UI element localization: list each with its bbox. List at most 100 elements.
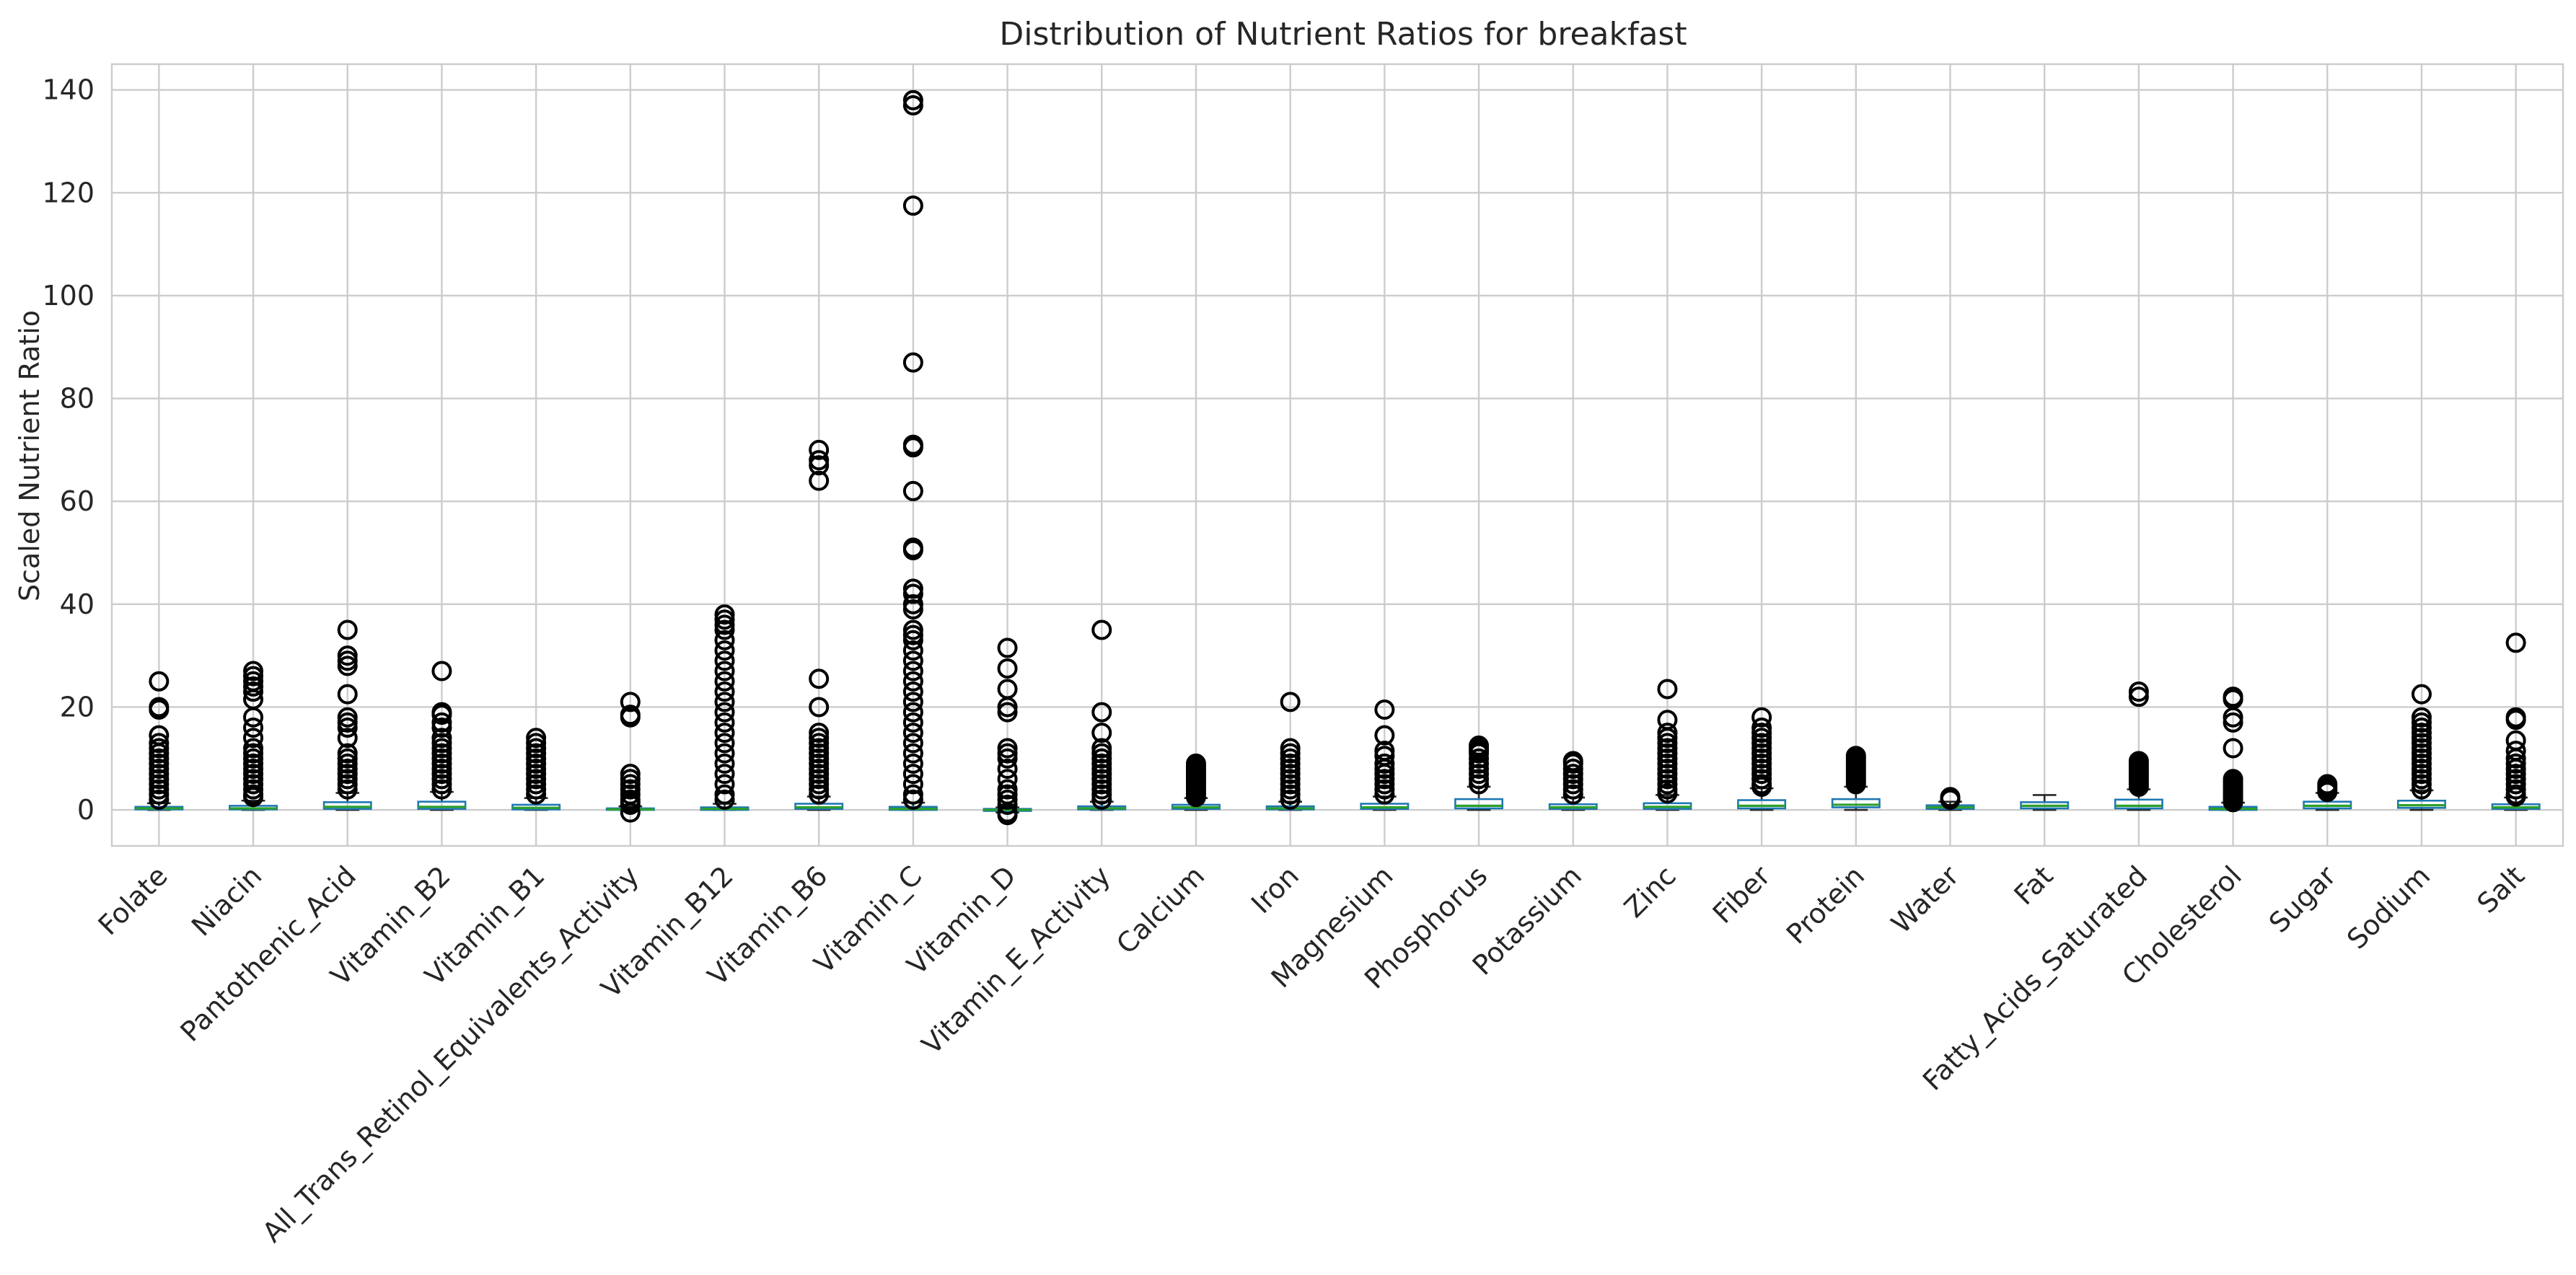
y-tick-label: 0 <box>77 794 94 826</box>
outlier-point <box>243 787 264 808</box>
outlier-point <box>902 712 923 733</box>
outlier-point <box>431 717 452 738</box>
x-tick-label: Iron <box>1245 860 1305 919</box>
outlier-point <box>2505 710 2526 731</box>
box-iqr <box>1831 798 1881 808</box>
x-tick-label: Protein <box>1780 860 1871 950</box>
outlier-point <box>1657 679 1678 700</box>
outlier-point <box>337 728 358 749</box>
outlier-point <box>714 753 735 774</box>
outlier-point <box>620 707 641 728</box>
outlier-point <box>902 195 923 216</box>
outlier-point <box>2505 786 2526 807</box>
outlier-point <box>714 702 735 723</box>
x-tick-label: Salt <box>2471 860 2531 919</box>
outlier-point <box>902 692 923 712</box>
y-axis-ticks: 0 20 40 60 80 100 120 140 <box>42 74 94 826</box>
outlier-point <box>337 717 358 738</box>
outlier-point <box>902 630 923 650</box>
outlier-point <box>1091 789 1112 810</box>
outlier-point <box>902 437 923 458</box>
outlier-point <box>714 681 735 702</box>
x-tick-label: Calcium <box>1110 860 1210 960</box>
outlier-point <box>902 753 923 774</box>
outlier-point <box>2505 632 2526 653</box>
outlier-point <box>526 784 547 805</box>
outlier-point <box>714 619 735 640</box>
x-tick-label: Fiber <box>1707 860 1777 930</box>
outlier-point <box>1091 702 1112 723</box>
outlier-point <box>902 640 923 661</box>
outlier-point <box>902 599 923 619</box>
outlier-point <box>997 658 1018 679</box>
outlier-point <box>337 656 358 676</box>
outlier-point <box>902 733 923 754</box>
outlier-point <box>2223 712 2243 733</box>
outlier-point <box>902 95 923 116</box>
outlier-point <box>902 702 923 723</box>
outlier-point <box>714 743 735 764</box>
outlier-point <box>2128 776 2149 797</box>
outlier-point <box>902 352 923 373</box>
outlier-point <box>2128 687 2149 707</box>
outlier-point <box>149 700 170 720</box>
outlier-point <box>902 539 923 560</box>
outlier-point <box>1280 692 1301 712</box>
box-iqr <box>2114 798 2163 810</box>
outlier-point <box>243 717 264 738</box>
x-tick-label: Pantothenic_Acid <box>175 860 363 1048</box>
outlier-point <box>997 702 1018 723</box>
outlier-point <box>1562 784 1583 805</box>
x-tick-label: Niacin <box>185 860 268 942</box>
outlier-point <box>902 480 923 501</box>
y-tick-label: 140 <box>42 74 94 106</box>
x-tick-label: Folate <box>92 860 174 941</box>
outlier-point <box>1091 619 1112 640</box>
outlier-point <box>902 774 923 795</box>
outlier-point <box>2317 782 2338 803</box>
x-tick-label: Sugar <box>2263 860 2342 939</box>
outlier-point <box>809 784 830 805</box>
outlier-point <box>714 764 735 785</box>
outlier-point <box>714 661 735 681</box>
x-axis-ticks: Folate NiacinPantothenic_AcidVitamin_B2Vi… <box>92 860 2531 1248</box>
boxes <box>134 785 2541 813</box>
outlier-point <box>1751 707 1772 728</box>
outlier-point <box>714 774 735 795</box>
outlier-point <box>2223 792 2243 813</box>
outlier-point <box>1280 789 1301 810</box>
outlier-point <box>997 769 1018 790</box>
outlier-point <box>902 583 923 604</box>
outlier-point <box>1374 784 1395 805</box>
outlier-point <box>714 640 735 661</box>
outlier-point <box>902 789 923 810</box>
outlier-point <box>2411 779 2432 800</box>
outlier-point <box>714 630 735 650</box>
x-tick-label: Water <box>1885 860 1965 940</box>
outlier-point <box>1940 789 1961 810</box>
outlier-point <box>337 619 358 640</box>
outlier-point <box>1374 725 1395 746</box>
outlier-point <box>714 671 735 692</box>
outlier-point <box>997 748 1018 769</box>
outlier-point <box>431 661 452 681</box>
box-iqr <box>1737 799 1787 810</box>
outlier-point <box>997 759 1018 780</box>
outlier-point <box>2411 684 2432 705</box>
outlier-point <box>620 794 641 815</box>
outliers <box>149 89 2526 826</box>
outlier-point <box>149 671 170 692</box>
outlier-point <box>243 707 264 728</box>
outlier-point <box>714 733 735 754</box>
outlier-point <box>1185 787 1206 808</box>
y-tick-label: 80 <box>60 383 94 415</box>
outlier-point <box>1751 776 1772 797</box>
outlier-point <box>337 779 358 800</box>
y-tick-label: 60 <box>60 485 94 517</box>
y-tick-label: 20 <box>60 691 94 723</box>
outlier-point <box>902 681 923 702</box>
outlier-point <box>902 723 923 744</box>
outlier-point <box>714 723 735 744</box>
plot-frame <box>110 63 2564 847</box>
box-iqr <box>322 801 372 810</box>
